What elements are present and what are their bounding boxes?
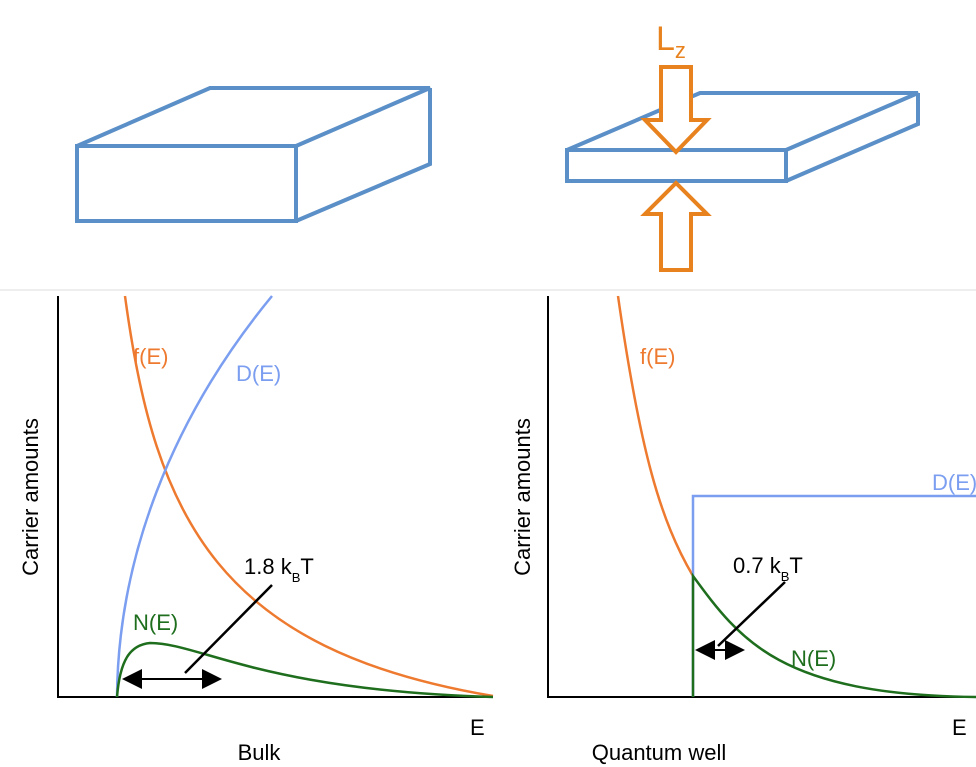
d-label: D(E)	[932, 470, 976, 495]
label-main: L	[656, 20, 675, 58]
label-sub: B	[781, 569, 790, 584]
caption: Quantum well	[592, 740, 727, 765]
arrow-down	[645, 67, 707, 152]
width-label: 0.7 kBT	[733, 553, 803, 584]
bulk-block	[77, 88, 430, 221]
label-tail: T	[789, 553, 802, 578]
axes	[58, 296, 493, 697]
figure: Lz 1.8 kBT f(E) D(E) N(E) E Bulk Carrier…	[0, 0, 976, 767]
well-slab: Lz	[567, 20, 918, 270]
x-label: E	[470, 715, 485, 740]
x-label: E	[952, 715, 967, 740]
y-label: Carrier amounts	[18, 418, 43, 576]
f-curve	[125, 296, 493, 696]
label-main: 1.8 k	[244, 554, 293, 579]
bulk-panel: 1.8 kBT f(E) D(E) N(E) E Bulk Carrier am…	[18, 296, 493, 765]
width-label: 1.8 kBT	[244, 554, 314, 585]
f-label: f(E)	[640, 344, 675, 369]
confinement-label: Lz	[656, 20, 686, 63]
label-sub: z	[675, 38, 686, 63]
well-panel: 0.7 kBT f(E) D(E) N(E) E Quantum well Ca…	[510, 296, 976, 765]
label-tail: T	[300, 554, 313, 579]
pointer	[718, 582, 785, 646]
n-label: N(E)	[791, 646, 836, 671]
f-label: f(E)	[133, 344, 168, 369]
f-curve	[618, 296, 693, 576]
label-main: 0.7 k	[733, 553, 782, 578]
y-label: Carrier amounts	[510, 418, 535, 576]
caption: Bulk	[238, 740, 282, 765]
d-label: D(E)	[236, 361, 281, 386]
n-label: N(E)	[133, 610, 178, 635]
arrow-up	[645, 183, 707, 270]
label-sub: B	[292, 570, 301, 585]
n-curve	[117, 643, 493, 697]
n-curve	[693, 576, 976, 697]
